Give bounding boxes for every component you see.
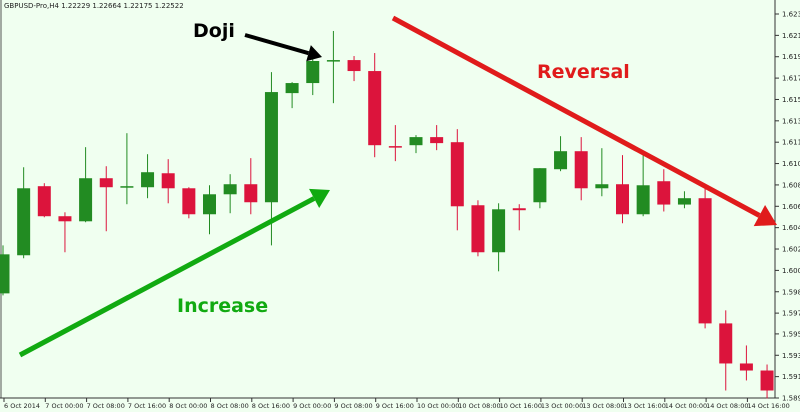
y-tick-label: 1.61560: [782, 96, 800, 104]
candle-bullish: [141, 172, 155, 188]
y-tick-label: 1.62115: [782, 32, 800, 40]
candle-bullish: [533, 168, 547, 203]
chart-title: GBPUSD-Pro,H4 1.22229 1.22664 1.22175 1.…: [4, 2, 184, 10]
reversal-arrow-head: [753, 204, 777, 227]
y-tick-label: 1.60635: [782, 203, 800, 211]
reversal-arrow-shaft: [391, 15, 761, 218]
candle-bullish: [203, 194, 216, 215]
candle-bearish: [182, 188, 196, 215]
candle-bearish: [450, 142, 464, 207]
x-tick-label: 14 Oct 08:00: [706, 402, 748, 410]
x-tick-label: 7 Oct 16:00: [128, 402, 166, 410]
candle-bullish: [636, 185, 650, 215]
x-tick-label: 14 Oct 00:00: [665, 402, 707, 410]
x-tick-label: 9 Oct 00:00: [293, 402, 331, 410]
x-tick-label: 10 Oct 00:00: [417, 402, 459, 410]
x-tick-label: 9 Oct 16:00: [376, 402, 414, 410]
x-tick-label: 8 Oct 00:00: [169, 402, 207, 410]
x-tick-label: 8 Oct 16:00: [252, 402, 290, 410]
y-tick-label: 1.60820: [782, 181, 800, 189]
candle-bullish: [554, 151, 568, 170]
candle-bearish: [244, 184, 258, 203]
candle-bullish: [285, 83, 299, 94]
y-tick-label: 1.61745: [782, 75, 800, 83]
candle-bullish: [409, 137, 423, 146]
x-tick-label: 8 Oct 08:00: [211, 402, 249, 410]
increase-arrow-head: [309, 188, 330, 208]
candle-bearish: [760, 370, 774, 391]
candle-bearish: [58, 216, 72, 222]
x-tick-label: 13 Oct 16:00: [624, 402, 666, 410]
y-tick-label: 1.61190: [782, 139, 800, 147]
candle-bearish: [99, 178, 113, 188]
x-tick-label: 14 Oct 16:00: [747, 402, 789, 410]
candle-bullish: [306, 61, 320, 84]
x-tick-label: 10 Oct 16:00: [500, 402, 542, 410]
doji-arrow-shaft: [244, 33, 310, 56]
x-tick-label: 10 Oct 08:00: [458, 402, 500, 410]
y-tick-label: 1.59710: [782, 310, 800, 318]
y-tick-label: 1.59530: [782, 330, 800, 338]
y-tick-label: 1.61005: [782, 160, 800, 168]
candle-bullish: [326, 60, 340, 62]
x-tick-label: 13 Oct 08:00: [582, 402, 624, 410]
increase-label: Increase: [177, 295, 268, 317]
candle-bearish: [471, 205, 485, 253]
x-tick-label: 7 Oct 00:00: [45, 402, 83, 410]
candle-bullish: [79, 178, 93, 222]
candle-bullish: [595, 184, 609, 189]
candle-bearish: [698, 198, 712, 324]
y-tick-label: 1.60450: [782, 224, 800, 232]
y-tick-label: 1.62300: [782, 11, 800, 19]
candle-bullish: [17, 188, 31, 256]
x-tick-label: 7 Oct 08:00: [87, 402, 125, 410]
y-tick-label: 1.60080: [782, 267, 800, 275]
candle-bearish: [430, 137, 444, 144]
candle-bullish: [264, 92, 278, 203]
y-tick-label: 1.61375: [782, 117, 800, 125]
candle-bullish: [223, 184, 237, 195]
reversal-label: Reversal: [537, 61, 630, 83]
candle-bearish: [161, 173, 175, 189]
candle-bullish: [492, 209, 506, 253]
doji-label: Doji: [193, 20, 235, 42]
doji-arrow-head: [306, 45, 322, 62]
candle-bearish: [616, 184, 629, 215]
y-tick-label: 1.60265: [782, 246, 800, 254]
y-tick-label: 1.58975: [782, 395, 800, 403]
candle-bullish: [120, 186, 134, 188]
candle-bearish: [512, 208, 526, 211]
candle-bearish: [657, 181, 671, 205]
candle-bearish: [37, 186, 51, 217]
y-tick-label: 1.61930: [782, 53, 800, 61]
candle-bearish: [739, 363, 753, 371]
candle-bearish: [388, 146, 402, 148]
increase-arrow-shaft: [18, 196, 316, 358]
candle-bearish: [574, 151, 588, 189]
candle-bearish: [719, 323, 733, 364]
x-tick-label: 13 Oct 00:00: [541, 402, 583, 410]
x-tick-label: 6 Oct 2014: [4, 402, 40, 410]
candle-bearish: [347, 60, 361, 72]
candle-bearish: [368, 71, 382, 146]
candle-bullish: [0, 254, 10, 294]
candle-bullish: [677, 198, 691, 205]
x-tick-label: 9 Oct 08:00: [334, 402, 372, 410]
y-tick-label: 1.59160: [782, 373, 800, 381]
y-tick-label: 1.59895: [782, 288, 800, 296]
y-tick-label: 1.59345: [782, 352, 800, 360]
